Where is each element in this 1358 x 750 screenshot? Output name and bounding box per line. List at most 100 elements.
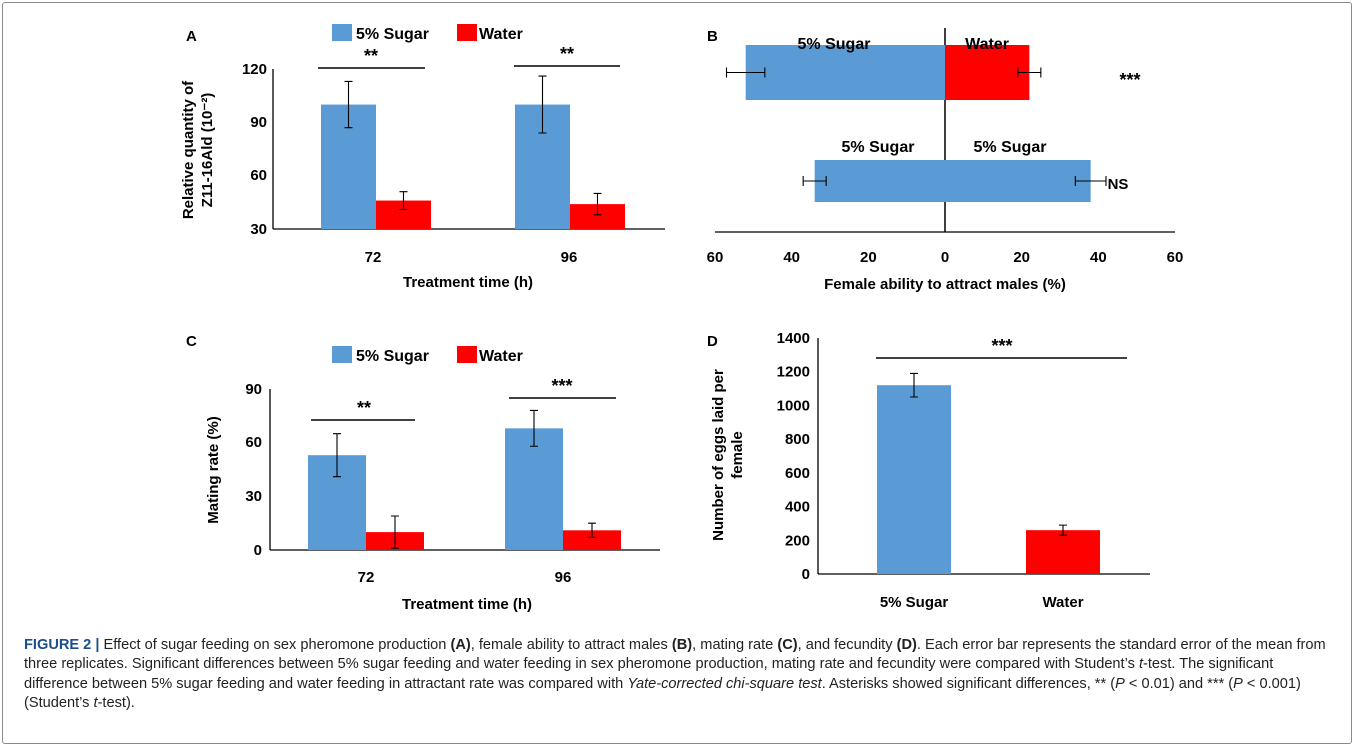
panel-d-y-ticks: 0 200 400 600 800 1000 1200 1400 <box>777 330 810 583</box>
panel-b-xtick-40: 40 <box>1090 249 1107 266</box>
panel-d-xtick-sugar: 5% Sugar <box>880 594 949 611</box>
panel-b-bar-row1-water <box>945 45 1030 100</box>
panel-d-ytick-400: 400 <box>785 499 810 516</box>
caption-text: , and fecundity <box>797 637 897 653</box>
panel-a-ylabel-line1: Relative quantity of <box>180 80 197 219</box>
panel-d-ytick-0: 0 <box>802 566 810 583</box>
panel-c-errorbar-water-72 <box>391 515 399 549</box>
panel-d-xtick-water: Water <box>1042 594 1083 611</box>
panel-d-ylabel-line2: female <box>729 431 746 479</box>
panel-c-ytick-0: 0 <box>254 542 262 559</box>
panel-a-xtick-72: 72 <box>365 249 382 266</box>
panel-a-ytick-60: 60 <box>250 167 267 184</box>
panel-a-ylabel-line2: Z11-16Ald (10⁻²) <box>199 93 216 208</box>
caption-text: Effect of sugar feeding on sex pheromone… <box>99 637 451 653</box>
caption-italic: t <box>1138 656 1143 673</box>
panel-b-xtick-20: 20 <box>1013 249 1030 266</box>
panel-c-xtick-96: 96 <box>555 569 572 586</box>
panel-a-xtick-96: 96 <box>561 249 578 266</box>
panel-d-ytick-600: 600 <box>785 465 810 482</box>
panel-a-legend-sugar-swatch <box>332 24 352 41</box>
panel-b: B 5% Sugar Water *** 5% Sugar 5% Sugar N… <box>707 28 1184 293</box>
panel-c-ytick-60: 60 <box>245 434 262 451</box>
panel-c-letter: C <box>186 333 197 350</box>
panel-a-xlabel: Treatment time (h) <box>403 274 533 291</box>
caption-text: , female ability to attract males <box>470 637 672 653</box>
panel-b-xtick-neg60: 60 <box>707 249 724 266</box>
panel-b-xtick-neg40: 40 <box>783 249 800 266</box>
figure-caption: FIGURE 2 | Effect of sugar feeding on se… <box>24 636 1334 713</box>
panel-a-legend-water-swatch <box>457 24 477 41</box>
panel-c-ytick-30: 30 <box>245 488 262 505</box>
panel-b-errorbar-row2-right <box>1074 176 1107 186</box>
panel-c-bar-sugar-96 <box>505 428 563 550</box>
panel-c-xtick-72: 72 <box>358 569 375 586</box>
panel-a-ytick-30: 30 <box>250 221 267 238</box>
panel-d-bar-sugar <box>877 385 951 574</box>
panel-c-sig-72: ** <box>357 398 371 418</box>
panel-d: D Number of eggs laid per female 0 200 4… <box>707 330 1150 611</box>
panel-d-ylabel-line1: Number of eggs laid per <box>710 369 727 541</box>
panel-a-errorbar-water-96 <box>593 192 602 216</box>
panel-b-xtick-0: 0 <box>941 249 949 266</box>
panel-b-bar-row1-sugar <box>745 45 945 100</box>
caption-text: < 0.01) and *** ( <box>1124 675 1234 692</box>
panel-b-bar-row2-sugar-right <box>945 160 1091 202</box>
panel-c-legend-water-swatch <box>457 346 477 363</box>
panel-d-errorbar-sugar <box>910 372 918 398</box>
panel-a-legend-water-label: Water <box>479 26 523 43</box>
panel-b-row1-right-label: Water <box>965 36 1009 53</box>
panel-a-ytick-90: 90 <box>250 114 267 131</box>
panel-c-errorbar-sugar-96 <box>530 409 538 447</box>
panel-b-row1-left-label: 5% Sugar <box>798 36 871 53</box>
caption-panel-d-ref: (D) <box>896 637 917 653</box>
caption-text: < 0.001) (Student’s <box>24 675 1301 711</box>
caption-italic: Yate-corrected chi-square test <box>627 675 822 692</box>
panel-a: A 5% Sugar Water Relative quantity of Z1… <box>180 24 665 291</box>
panel-c-legend-water-label: Water <box>479 348 523 365</box>
panel-d-letter: D <box>707 333 718 350</box>
panel-b-errorbar-row2-left <box>802 176 827 186</box>
caption-figure-label: FIGURE 2 | <box>24 637 100 653</box>
caption-italic: P <box>1115 675 1125 692</box>
panel-b-x-ticks: 60 40 20 0 20 40 60 <box>707 249 1184 266</box>
panel-d-errorbar-water <box>1059 524 1067 536</box>
caption-text: -test). <box>97 694 135 711</box>
panel-a-errorbar-sugar-72 <box>344 80 353 129</box>
caption-text: , mating rate <box>692 637 778 653</box>
panel-c-legend-sugar-label: 5% Sugar <box>356 348 429 365</box>
panel-b-row2-left-label: 5% Sugar <box>842 139 915 156</box>
panel-a-legend-sugar-label: 5% Sugar <box>356 26 429 43</box>
panel-c-sig-96: *** <box>551 376 572 396</box>
panel-b-xtick-neg20: 20 <box>860 249 877 266</box>
panel-c-xlabel: Treatment time (h) <box>402 596 532 613</box>
panel-b-xtick-60: 60 <box>1167 249 1184 266</box>
figure-canvas: A 5% Sugar Water Relative quantity of Z1… <box>180 24 1184 613</box>
caption-panel-c-ref: (C) <box>777 637 798 653</box>
panel-c-ytick-90: 90 <box>245 381 262 398</box>
panel-b-letter: B <box>707 28 718 45</box>
panel-b-row2-sig: NS <box>1108 176 1129 193</box>
panel-d-ytick-800: 800 <box>785 431 810 448</box>
panel-c-ylabel: Mating rate (%) <box>205 416 222 524</box>
panel-b-bar-row2-sugar-left <box>814 160 945 202</box>
panel-a-ytick-120: 120 <box>242 61 267 78</box>
panel-d-ytick-200: 200 <box>785 532 810 549</box>
caption-text: . Asterisks showed significant differenc… <box>821 675 1116 692</box>
caption-text: -test. The significant difference betwee… <box>24 656 1274 692</box>
panel-d-sig: *** <box>991 336 1012 356</box>
panel-c-errorbar-water-96 <box>588 522 596 539</box>
caption-italic: t <box>93 694 98 711</box>
panel-a-letter: A <box>186 28 197 45</box>
panel-d-bar-water <box>1026 530 1100 574</box>
panel-a-sig-72: ** <box>364 46 378 66</box>
panel-d-ytick-1400: 1400 <box>777 330 810 347</box>
caption-panel-b-ref: (B) <box>671 637 693 653</box>
caption-panel-a-ref: (A) <box>450 637 471 653</box>
panel-c-errorbar-sugar-72 <box>333 433 341 478</box>
panel-d-ytick-1200: 1200 <box>777 364 810 381</box>
panel-c-legend-sugar-swatch <box>332 346 352 363</box>
panel-b-row1-sig: *** <box>1119 70 1140 90</box>
panel-b-xlabel: Female ability to attract males (%) <box>824 276 1066 293</box>
